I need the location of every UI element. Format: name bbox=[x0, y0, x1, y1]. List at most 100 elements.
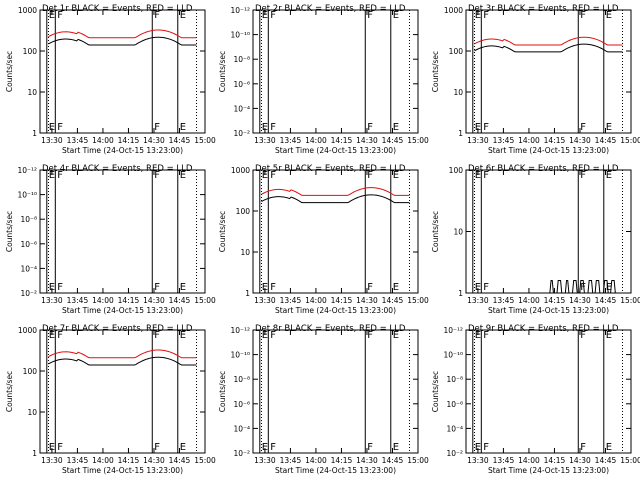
series-events bbox=[474, 43, 623, 53]
marker-label-top: F bbox=[580, 170, 586, 181]
y-axis-label: Counts/sec bbox=[431, 51, 440, 92]
x-tick-label: 13:45 bbox=[67, 456, 89, 465]
marker-label-top: F bbox=[580, 330, 586, 341]
x-tick-label: 14:15 bbox=[331, 456, 353, 465]
y-tick-label: 10⁻⁴ bbox=[446, 424, 463, 433]
marker-label-bottom: F bbox=[483, 282, 489, 293]
marker-label-top: E bbox=[475, 10, 481, 21]
marker-label-bottom: E bbox=[475, 442, 481, 453]
y-tick-label: 100 bbox=[236, 207, 251, 216]
marker-label-bottom: F bbox=[580, 282, 586, 293]
y-tick-label: 1 bbox=[458, 289, 463, 298]
marker-label-top: E bbox=[393, 330, 399, 341]
plot-frame bbox=[39, 329, 206, 454]
marker-label-top: F bbox=[270, 170, 276, 181]
marker-label-bottom: E bbox=[262, 442, 268, 453]
marker-label-top: E bbox=[475, 170, 481, 181]
y-tick-label: 10 bbox=[240, 248, 250, 257]
marker-label-bottom: E bbox=[262, 282, 268, 293]
panel-det-5: Det 5r BLACK = Events, RED = LLD 1 10 100 10… bbox=[218, 164, 429, 315]
x-tick-label: 14:30 bbox=[143, 456, 165, 465]
x-axis-label: Start Time (24-Oct-15 13:23:00) bbox=[62, 306, 183, 315]
panel-det-6: Det 6r BLACK = Events, RED = LLD 1 10 100 Co… bbox=[431, 164, 640, 315]
y-tick-label: 10⁻⁸ bbox=[233, 55, 250, 64]
marker-label-bottom: F bbox=[367, 122, 373, 133]
y-tick-label: 10⁻² bbox=[446, 449, 463, 458]
plot-frame bbox=[252, 169, 419, 294]
x-tick-label: 14:45 bbox=[169, 456, 191, 465]
x-tick-label: 14:00 bbox=[305, 456, 327, 465]
y-tick-label: 10⁻¹² bbox=[230, 326, 250, 335]
panel-det-7: Det 7r BLACK = Events, RED = LLD 1 10 100 10… bbox=[5, 324, 216, 475]
marker-label-bottom: F bbox=[367, 282, 373, 293]
y-tick-label: 1 bbox=[32, 129, 37, 138]
x-tick-label: 15:00 bbox=[407, 136, 429, 145]
marker-label-bottom: E bbox=[49, 442, 55, 453]
panel-title: Det 1r BLACK = Events, RED = LLD bbox=[42, 4, 193, 14]
y-tick-label: 10⁻² bbox=[233, 449, 250, 458]
x-axis-label: Start Time (24-Oct-15 13:23:00) bbox=[275, 146, 396, 155]
marker-label-bottom: E bbox=[475, 122, 481, 133]
y-tick-label: 10⁻⁶ bbox=[233, 80, 250, 89]
y-tick-label: 10⁻¹⁰ bbox=[17, 191, 37, 200]
y-tick-label: 10⁻⁸ bbox=[20, 215, 37, 224]
marker-label-top: F bbox=[270, 330, 276, 341]
marker-label-top: E bbox=[393, 10, 399, 21]
marker-label-bottom: F bbox=[57, 122, 63, 133]
marker-label-top: E bbox=[393, 170, 399, 181]
marker-label-bottom: E bbox=[262, 122, 268, 133]
y-tick-label: 1 bbox=[245, 289, 250, 298]
x-tick-label: 14:45 bbox=[595, 136, 617, 145]
marker-label-top: E bbox=[606, 170, 612, 181]
x-axis-label: Start Time (24-Oct-15 13:23:00) bbox=[488, 466, 609, 475]
marker-label-top: E bbox=[49, 170, 55, 181]
marker-label-bottom: E bbox=[475, 282, 481, 293]
marker-label-top: F bbox=[580, 10, 586, 21]
x-tick-label: 13:45 bbox=[493, 296, 515, 305]
marker-label-top: E bbox=[262, 170, 268, 181]
y-tick-label: 10⁻⁴ bbox=[233, 104, 250, 113]
marker-label-bottom: F bbox=[154, 442, 160, 453]
marker-label-top: F bbox=[483, 170, 489, 181]
x-tick-label: 14:00 bbox=[518, 136, 540, 145]
x-tick-label: 14:30 bbox=[143, 136, 165, 145]
x-axis-label: Start Time (24-Oct-15 13:23:00) bbox=[275, 466, 396, 475]
marker-label-bottom: E bbox=[393, 442, 399, 453]
y-tick-label: 10⁻¹² bbox=[17, 166, 37, 175]
plot-frame bbox=[39, 9, 206, 134]
x-tick-label: 13:30 bbox=[41, 456, 63, 465]
x-tick-label: 14:45 bbox=[169, 296, 191, 305]
y-tick-label: 10⁻¹² bbox=[443, 326, 463, 335]
panel-title: Det 3r BLACK = Events, RED = LLD bbox=[468, 4, 619, 14]
panel-title: Det 5r BLACK = Events, RED = LLD bbox=[255, 164, 406, 174]
y-tick-label: 10 bbox=[27, 88, 37, 97]
x-tick-label: 14:30 bbox=[356, 136, 378, 145]
marker-label-top: F bbox=[483, 10, 489, 21]
y-axis-label: Counts/sec bbox=[218, 211, 227, 252]
x-tick-label: 14:15 bbox=[118, 296, 140, 305]
x-tick-label: 13:45 bbox=[493, 456, 515, 465]
x-tick-label: 14:45 bbox=[595, 296, 617, 305]
panel-title: Det 9r BLACK = Events, RED = LLD bbox=[468, 324, 619, 334]
y-tick-label: 1 bbox=[458, 129, 463, 138]
panel-title: Det 2r BLACK = Events, RED = LLD bbox=[255, 4, 406, 14]
plot-frame bbox=[252, 329, 419, 454]
series-lld bbox=[48, 29, 197, 39]
y-tick-label: 10⁻¹² bbox=[230, 6, 250, 15]
x-tick-label: 13:30 bbox=[254, 456, 276, 465]
plot-frame bbox=[252, 9, 419, 134]
x-axis-label: Start Time (24-Oct-15 13:23:00) bbox=[488, 306, 609, 315]
y-axis-label: Counts/sec bbox=[5, 51, 14, 92]
y-tick-label: 10 bbox=[27, 408, 37, 417]
x-tick-label: 15:00 bbox=[194, 296, 216, 305]
x-tick-label: 14:30 bbox=[569, 136, 591, 145]
y-tick-label: 100 bbox=[449, 166, 464, 175]
series-events bbox=[261, 194, 410, 204]
marker-label-top: F bbox=[367, 170, 373, 181]
x-tick-label: 13:30 bbox=[254, 136, 276, 145]
x-tick-label: 15:00 bbox=[620, 456, 640, 465]
y-tick-label: 10 bbox=[453, 88, 463, 97]
marker-label-bottom: E bbox=[393, 122, 399, 133]
y-tick-label: 1000 bbox=[18, 6, 37, 15]
marker-label-top: F bbox=[367, 10, 373, 21]
